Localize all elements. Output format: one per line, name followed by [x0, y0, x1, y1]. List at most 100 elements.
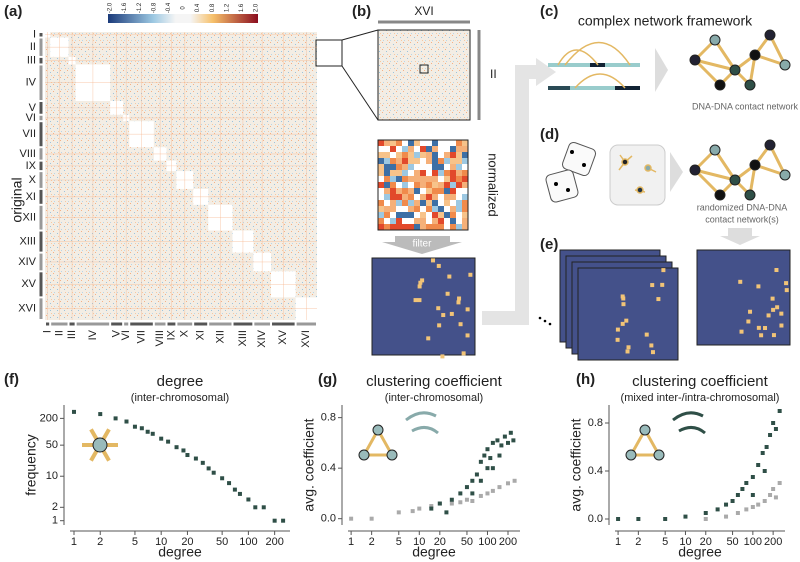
- point: [512, 478, 517, 483]
- icon: [672, 411, 706, 435]
- col-label: XIII: [237, 330, 249, 347]
- node: [714, 79, 726, 91]
- cell: [426, 152, 432, 158]
- cell: [450, 200, 456, 206]
- x-tick-label: 2: [369, 536, 375, 548]
- point: [497, 485, 502, 490]
- cell: [384, 146, 390, 152]
- row-label: III: [27, 55, 36, 67]
- point: [437, 501, 442, 506]
- x-tick-label: 10: [413, 536, 425, 548]
- cell: [456, 212, 462, 218]
- x-tick-label: 2: [97, 536, 103, 548]
- icon: [361, 426, 395, 457]
- filtered-entries: [413, 258, 473, 359]
- cell: [396, 200, 402, 206]
- point: [369, 516, 374, 521]
- cell: [450, 170, 456, 176]
- colorbar-label: 0: [181, 6, 187, 10]
- y-label: normalized: [486, 153, 501, 217]
- cell: [444, 146, 450, 152]
- point: [760, 451, 765, 455]
- top-label: XVI: [414, 4, 433, 18]
- cell: [462, 206, 468, 212]
- cell: [384, 188, 390, 194]
- cell: [426, 140, 432, 146]
- icon: [386, 449, 398, 461]
- cell: [384, 194, 390, 200]
- point: [740, 487, 745, 491]
- node: [749, 159, 761, 171]
- entry: [784, 281, 789, 286]
- entry: [650, 350, 655, 355]
- cell: [450, 206, 456, 212]
- colorbar-label: 1.6: [239, 3, 245, 12]
- point: [511, 438, 516, 443]
- point: [200, 460, 205, 465]
- cell: [450, 146, 456, 152]
- cell: [438, 224, 444, 230]
- cell: [414, 182, 420, 188]
- entry: [621, 302, 626, 307]
- cell: [432, 218, 438, 224]
- point: [206, 466, 211, 471]
- cell: [444, 152, 450, 158]
- panel-label: (e): [540, 236, 558, 253]
- panel-label: (g): [318, 371, 337, 388]
- col-label: VII: [135, 330, 147, 343]
- cell: [408, 218, 414, 224]
- cell: [378, 164, 384, 170]
- cell: [408, 200, 414, 206]
- entry: [417, 284, 422, 289]
- cell: [396, 206, 402, 212]
- entry: [456, 300, 461, 305]
- edge: [694, 168, 736, 182]
- cell: [426, 188, 432, 194]
- colorbar-label: -1.6: [122, 2, 128, 13]
- point: [98, 412, 103, 417]
- node: [714, 189, 726, 201]
- cell: [402, 188, 408, 194]
- cell: [390, 212, 396, 218]
- chart-subtitle: (mixed inter-/intra-chromosomal): [621, 392, 780, 404]
- node: [749, 49, 761, 61]
- edge: [768, 34, 787, 66]
- point: [145, 429, 150, 434]
- point: [756, 502, 761, 507]
- panel-label: (f): [4, 371, 19, 388]
- cell: [390, 152, 396, 158]
- entry: [457, 296, 462, 301]
- cell: [402, 212, 408, 218]
- cell: [438, 170, 444, 176]
- point: [499, 443, 504, 448]
- cell: [378, 218, 384, 224]
- colorbar-label: 0.4: [195, 3, 201, 12]
- cell: [390, 146, 396, 152]
- cell: [414, 164, 420, 170]
- cell: [384, 158, 390, 164]
- cell: [396, 140, 402, 146]
- cell: [390, 200, 396, 206]
- col-label: IX: [165, 329, 177, 340]
- point: [777, 409, 782, 413]
- cell: [444, 194, 450, 200]
- row-label: VIII: [19, 148, 36, 160]
- cell: [414, 206, 420, 212]
- cell: [414, 212, 420, 218]
- cell: [462, 200, 468, 206]
- entry: [458, 322, 463, 327]
- cell: [420, 158, 426, 164]
- point: [750, 475, 755, 479]
- cell: [408, 194, 414, 200]
- point: [232, 487, 237, 492]
- x-tick-label: 100: [239, 536, 257, 548]
- icon: [639, 424, 651, 436]
- point: [410, 509, 415, 514]
- point: [261, 505, 266, 510]
- point: [762, 469, 767, 473]
- cell: [426, 182, 432, 188]
- cell: [384, 152, 390, 158]
- cell: [432, 140, 438, 146]
- row-label: VI: [26, 112, 36, 124]
- col-label: XVI: [300, 330, 312, 348]
